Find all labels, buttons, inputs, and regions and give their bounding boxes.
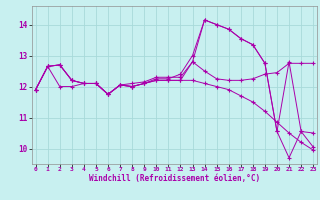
X-axis label: Windchill (Refroidissement éolien,°C): Windchill (Refroidissement éolien,°C) [89,174,260,183]
